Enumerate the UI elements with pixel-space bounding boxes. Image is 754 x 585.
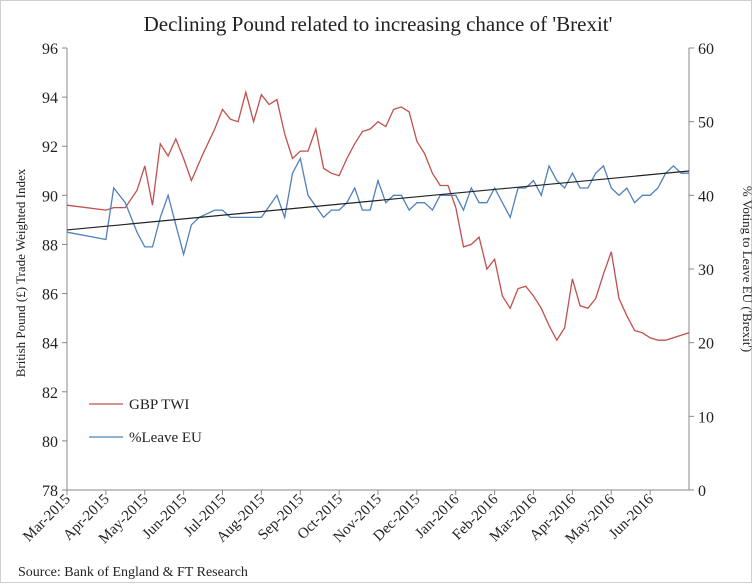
y-right-tick-label: 50 <box>698 115 714 132</box>
y-left-tick-label: 90 <box>42 188 58 205</box>
y-axis-left-label: British Pound (£) Trade Weighted Index <box>13 168 28 377</box>
y-left-tick-label: 92 <box>42 139 58 156</box>
y-right-tick-label: 20 <box>698 336 714 353</box>
legend-label: GBP TWI <box>129 397 189 413</box>
y-right-tick-label: 40 <box>698 188 714 205</box>
y-left-tick-label: 80 <box>42 434 58 451</box>
y-left-tick-label: 82 <box>42 385 58 402</box>
plot-area <box>66 89 690 342</box>
y-right-tick-label: 30 <box>698 262 714 279</box>
y-left-tick-label: 96 <box>42 41 58 58</box>
y-right-tick-label: 10 <box>698 409 714 426</box>
legend-label: %Leave EU <box>129 430 202 446</box>
y-left-tick-label: 78 <box>42 483 58 500</box>
y-left-tick-label: 88 <box>42 237 58 254</box>
axes-group: 788082848688909294960102030405060Mar-201… <box>20 41 714 547</box>
y-left-tick-label: 86 <box>42 287 58 304</box>
y-left-tick-label: 94 <box>42 90 58 107</box>
y-left-tick-label: 84 <box>42 336 58 353</box>
y-axis-right-label: % Voting to Leave EU ('Brexit') <box>740 186 753 352</box>
legend: GBP TWI %Leave EU <box>89 397 202 446</box>
y-right-tick-label: 0 <box>698 483 706 500</box>
y-right-tick-label: 60 <box>698 41 714 58</box>
source-note: Source: Bank of England & FT Research <box>18 565 248 580</box>
trendline <box>66 170 690 231</box>
chart-title: Declining Pound related to increasing ch… <box>144 12 613 36</box>
series-line-gbp-twi <box>66 89 690 342</box>
series-line--leave-eu <box>66 156 689 257</box>
